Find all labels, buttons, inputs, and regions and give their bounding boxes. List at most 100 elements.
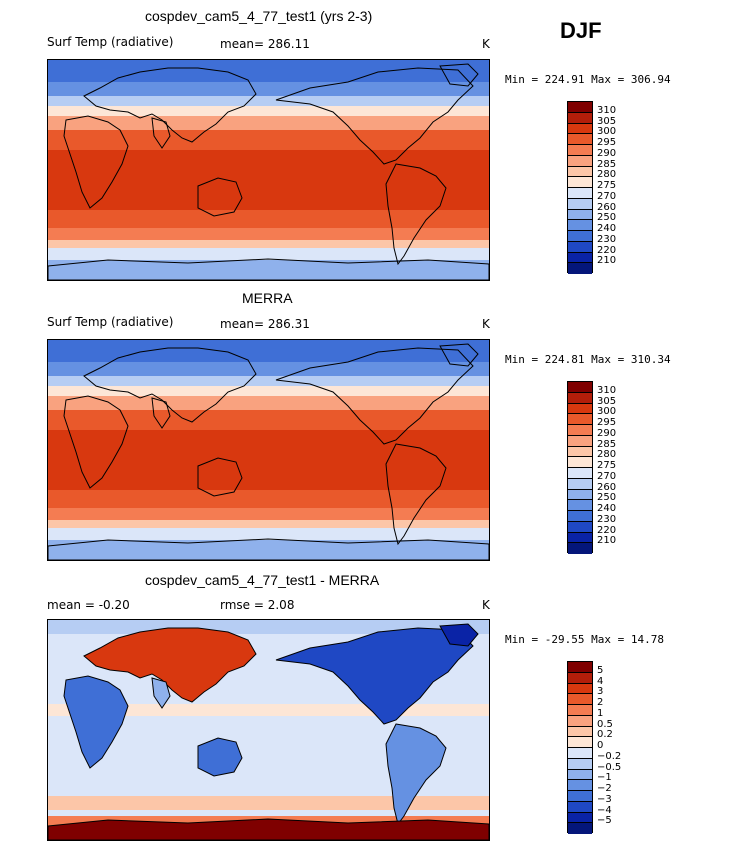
colorbar-swatch <box>568 220 592 231</box>
colorbar-swatch <box>568 801 592 813</box>
panel-3-minmax: Min = -29.55 Max = 14.78 <box>505 633 664 646</box>
colorbar-swatch <box>568 134 592 145</box>
colorbar-swatch <box>568 425 592 436</box>
colorbar-swatch <box>568 532 592 544</box>
colorbar-tick-label: 230 <box>597 513 617 525</box>
colorbar-swatch <box>568 382 592 393</box>
colorbar-swatch <box>568 662 592 673</box>
colorbar-swatch <box>568 155 592 167</box>
colorbar-swatch <box>568 769 592 781</box>
difference-band <box>48 810 489 816</box>
temperature-band <box>48 396 489 410</box>
panel-2-colorbar <box>567 381 593 554</box>
difference-region-antarctica <box>48 818 489 840</box>
colorbar-tick-label: 210 <box>597 255 617 267</box>
panel-2-map-svg <box>48 340 489 560</box>
temperature-band <box>48 248 489 260</box>
panel-1-mean-label: mean= 286.11 <box>220 37 310 51</box>
colorbar-swatch <box>568 145 592 156</box>
colorbar-tick-label: 4 <box>597 675 604 687</box>
colorbar-tick-label: 270 <box>597 190 617 202</box>
colorbar-tick-label: 270 <box>597 470 617 482</box>
colorbar-tick-label: −2 <box>597 783 612 794</box>
colorbar-swatch <box>568 198 592 210</box>
colorbar-swatch <box>568 392 592 404</box>
temperature-band <box>48 150 489 210</box>
colorbar-swatch <box>568 823 592 834</box>
colorbar-swatch <box>568 446 592 458</box>
colorbar-swatch <box>568 478 592 490</box>
panel-3-rmse-label: rmse = 2.08 <box>220 598 295 612</box>
temperature-band <box>48 410 489 430</box>
colorbar-swatch <box>568 715 592 727</box>
colorbar-tick-label: −0.5 <box>597 761 622 773</box>
panel-3-title: cospdev_cam5_4_77_test1 - MERRA <box>145 572 380 588</box>
colorbar-tick-label: 0.5 <box>597 718 613 730</box>
colorbar-swatch <box>568 231 592 242</box>
coastline-antarctica <box>48 538 489 560</box>
colorbar-swatch <box>568 726 592 738</box>
colorbar-swatch <box>568 468 592 479</box>
colorbar-tick-label: 240 <box>597 223 617 234</box>
coastline-antarctica <box>48 258 489 280</box>
colorbar-swatch <box>568 780 592 791</box>
colorbar-tick-label: 310 <box>597 384 617 396</box>
panel-1-map <box>47 59 490 281</box>
colorbar-swatch <box>568 414 592 425</box>
colorbar-swatch <box>568 521 592 533</box>
colorbar-swatch <box>568 166 592 178</box>
temperature-band <box>48 340 489 362</box>
difference-region-africa <box>63 675 129 769</box>
colorbar-swatch <box>568 177 592 188</box>
colorbar-tick-label: 275 <box>597 180 617 191</box>
coastline-south-america <box>385 163 447 266</box>
colorbar-tick-label: 250 <box>597 492 617 504</box>
temperature-band <box>48 362 489 376</box>
coastline-australia <box>197 457 243 497</box>
panel-3-colorbar <box>567 661 593 834</box>
temperature-band <box>48 508 489 520</box>
colorbar-swatch <box>568 435 592 447</box>
coastline-africa <box>63 115 129 209</box>
colorbar-swatch <box>568 748 592 759</box>
coastline-india <box>151 397 171 429</box>
panel-2-minmax: Min = 224.81 Max = 310.34 <box>505 353 671 366</box>
colorbar-swatch <box>568 123 592 135</box>
colorbar-tick-label: −0.2 <box>597 750 622 762</box>
panel-3-map-svg <box>48 620 489 840</box>
coastline-india <box>151 117 171 149</box>
coastline-africa <box>63 395 129 489</box>
difference-region-india <box>151 677 171 709</box>
colorbar-tick-label: 290 <box>597 147 617 159</box>
colorbar-tick-label: 240 <box>597 503 617 514</box>
colorbar-swatch <box>568 252 592 264</box>
coastline-north-america <box>275 347 474 445</box>
temperature-band <box>48 540 489 560</box>
panel-3-mean-label: mean = -0.20 <box>47 598 130 612</box>
panel-3-unit: K <box>482 598 490 612</box>
colorbar-tick-label: 305 <box>597 395 617 407</box>
colorbar-tick-label: 2 <box>597 697 604 708</box>
colorbar-tick-label: −1 <box>597 772 612 784</box>
colorbar-tick-label: 210 <box>597 535 617 547</box>
colorbar-tick-label: 305 <box>597 115 617 127</box>
colorbar-swatch <box>568 102 592 113</box>
temperature-band <box>48 210 489 228</box>
coastline-eurasia <box>83 67 257 143</box>
temperature-band <box>48 260 489 280</box>
panel-2-map <box>47 339 490 561</box>
panel-1-map-svg <box>48 60 489 280</box>
temperature-band <box>48 116 489 130</box>
colorbar-tick-label: 275 <box>597 460 617 471</box>
colorbar-tick-label: 260 <box>597 481 617 493</box>
temperature-band <box>48 228 489 240</box>
colorbar-swatch <box>568 672 592 684</box>
colorbar-tick-label: 3 <box>597 686 604 698</box>
difference-region-south-america <box>385 723 447 826</box>
colorbar-tick-label: 295 <box>597 137 617 148</box>
colorbar-swatch <box>568 511 592 522</box>
panel-1-minmax: Min = 224.91 Max = 306.94 <box>505 73 671 86</box>
temperature-band <box>48 82 489 96</box>
colorbar-tick-label: −5 <box>597 815 612 827</box>
colorbar-swatch <box>568 791 592 802</box>
